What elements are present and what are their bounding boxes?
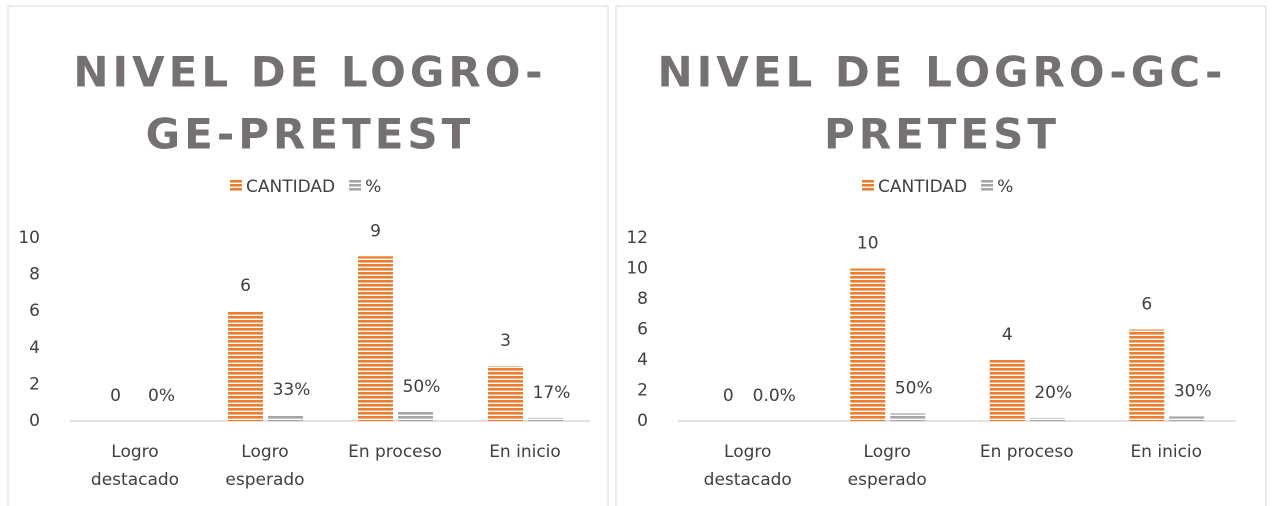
chart-title: NIVEL DE LOGRO- (73, 48, 546, 97)
data-label: 0% (148, 386, 175, 406)
data-label: 50% (895, 378, 933, 398)
data-label: 30% (1174, 381, 1212, 401)
bar (528, 417, 563, 421)
data-label: 0 (723, 386, 734, 406)
y-tick-label: 10 (626, 259, 648, 279)
legend-label: % (365, 177, 381, 197)
y-tick-label: 2 (29, 374, 40, 394)
legend-swatch (230, 180, 242, 192)
y-tick-label: 8 (637, 289, 648, 309)
chart-title: GE-PRETEST (146, 110, 475, 159)
chart-title: PRETEST (824, 110, 1060, 159)
x-tick-label: Logro destacado (704, 442, 792, 490)
data-label: 20% (1034, 383, 1072, 403)
bar (268, 414, 303, 421)
bar (850, 268, 886, 421)
chart-title: NIVEL DE LOGRO-GC- (658, 48, 1227, 97)
bar (890, 413, 926, 421)
y-tick-label: 12 (626, 228, 648, 248)
legend-label: CANTIDAD (878, 177, 967, 197)
bar (398, 411, 433, 421)
y-tick-label: 8 (29, 265, 40, 285)
bar (1169, 416, 1205, 421)
legend-swatch (349, 180, 362, 192)
data-label: 0.0% (753, 386, 796, 406)
x-tick-label: Logro esperado (848, 442, 927, 490)
data-label: 0 (110, 386, 121, 406)
y-tick-label: 2 (637, 381, 648, 401)
x-tick-label: En inicio (1130, 442, 1202, 462)
x-tick-label: En inicio (489, 442, 561, 462)
bar (1029, 417, 1065, 421)
y-tick-label: 6 (29, 301, 40, 321)
bar (228, 311, 263, 421)
data-label: 3 (500, 331, 511, 351)
x-tick-label: En proceso (980, 442, 1074, 462)
y-tick-label: 0 (29, 411, 40, 431)
bar (488, 366, 523, 421)
data-label: 50% (403, 377, 441, 397)
data-label: 6 (1141, 295, 1152, 315)
x-tick-label: Logro destacado (91, 442, 179, 490)
panel-border (615, 5, 1267, 506)
legend-label: CANTIDAD (246, 177, 335, 197)
bar (1129, 329, 1165, 421)
data-label: 10 (857, 234, 879, 254)
y-tick-label: 6 (637, 320, 648, 340)
x-tick-label: En proceso (348, 442, 442, 462)
y-tick-label: 0 (637, 411, 648, 431)
bar (989, 360, 1025, 421)
data-label: 33% (273, 380, 311, 400)
x-tick-label: Logro esperado (225, 442, 304, 490)
y-tick-label: 4 (637, 350, 648, 370)
legend-swatch (862, 180, 874, 192)
data-label: 17% (533, 383, 571, 403)
legend-swatch (981, 180, 994, 192)
data-label: 4 (1002, 325, 1013, 345)
bar (358, 256, 393, 421)
data-label: 9 (370, 221, 381, 241)
legend-label: % (997, 177, 1013, 197)
panel-border (7, 5, 609, 506)
y-tick-label: 10 (18, 228, 40, 248)
y-tick-label: 4 (29, 338, 40, 358)
data-label: 6 (240, 276, 251, 296)
